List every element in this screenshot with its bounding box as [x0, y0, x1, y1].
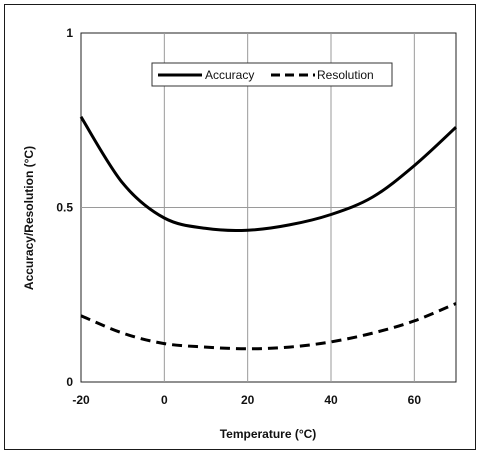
- tick-labels: -20 0 20 40 60 0 0.5 1: [56, 26, 421, 407]
- series-layer: [79, 116, 458, 351]
- y-tick-label: 0.5: [56, 201, 73, 215]
- series-line-accuracy: [79, 116, 458, 232]
- series-line-resolution: [80, 302, 457, 351]
- legend-label-accuracy: Accuracy: [205, 68, 254, 82]
- legend-label-resolution: Resolution: [317, 68, 374, 82]
- y-tick-label: 0: [66, 375, 73, 389]
- legend: Accuracy Resolution: [151, 62, 393, 87]
- grid-lines: [81, 33, 456, 382]
- x-tick-label: 0: [161, 393, 168, 407]
- y-axis-title: Accuracy/Resolution (°C): [22, 146, 36, 290]
- x-tick-label: 60: [408, 393, 422, 407]
- x-axis-title: Temperature (°C): [220, 427, 317, 441]
- y-tick-label: 1: [66, 26, 73, 40]
- x-tick-label: 20: [241, 393, 255, 407]
- x-tick-label: -20: [72, 393, 90, 407]
- x-tick-label: 40: [324, 393, 338, 407]
